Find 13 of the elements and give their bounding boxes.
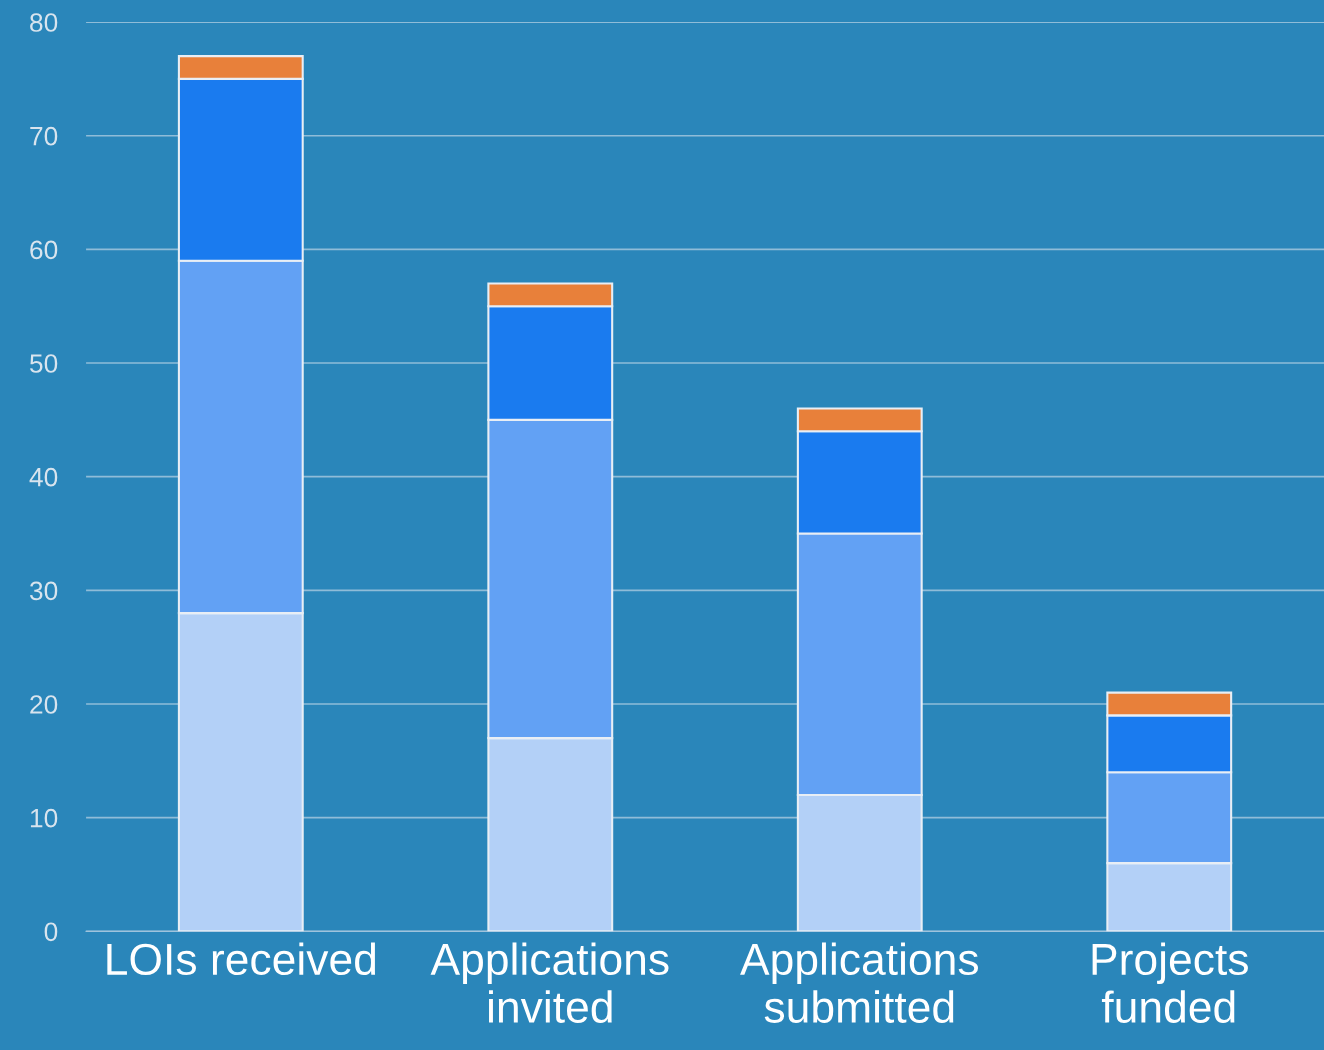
y-tick-label: 40 (29, 467, 58, 487)
y-tick-label: 30 (29, 581, 58, 601)
y-tick-label: 70 (30, 126, 58, 146)
y-tick-label: 10 (30, 808, 58, 828)
y-tick-label: 80 (30, 13, 58, 32)
x-tick-label: Applications submitted (740, 942, 978, 1023)
y-tick-label: 50 (29, 354, 58, 373)
y-tick-label: 20 (30, 695, 58, 714)
y-tick-label: 60 (30, 240, 58, 260)
x-tick-label: Projects funded (1092, 942, 1248, 1023)
y-tick-label: 0 (44, 922, 58, 942)
x-tick-label: LOIs received (107, 942, 376, 976)
x-tick-label: Applications invited (430, 942, 669, 1023)
